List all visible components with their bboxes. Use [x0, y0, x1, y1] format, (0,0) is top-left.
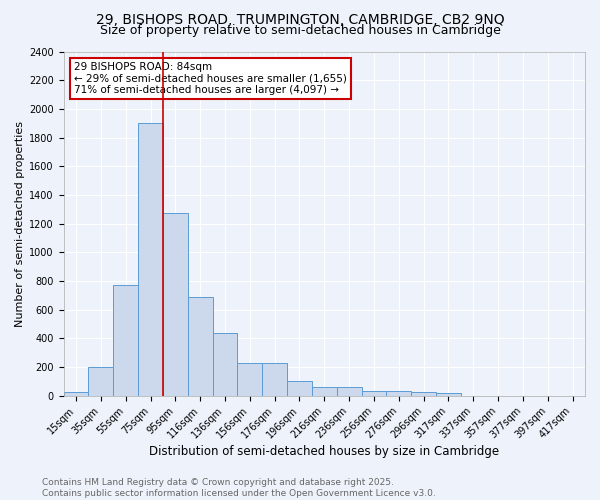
- Bar: [113, 286, 138, 396]
- Y-axis label: Number of semi-detached properties: Number of semi-detached properties: [15, 120, 25, 326]
- Bar: [64, 392, 88, 396]
- Bar: [337, 387, 362, 396]
- Bar: [362, 390, 386, 396]
- Text: Contains HM Land Registry data © Crown copyright and database right 2025.
Contai: Contains HM Land Registry data © Crown c…: [42, 478, 436, 498]
- Bar: [262, 362, 287, 396]
- Bar: [188, 296, 212, 396]
- Bar: [163, 213, 188, 396]
- Bar: [88, 367, 113, 396]
- Bar: [386, 392, 411, 396]
- X-axis label: Distribution of semi-detached houses by size in Cambridge: Distribution of semi-detached houses by …: [149, 444, 499, 458]
- Bar: [312, 387, 337, 396]
- Bar: [138, 123, 163, 396]
- Text: 29, BISHOPS ROAD, TRUMPINGTON, CAMBRIDGE, CB2 9NQ: 29, BISHOPS ROAD, TRUMPINGTON, CAMBRIDGE…: [95, 12, 505, 26]
- Bar: [238, 362, 262, 396]
- Text: 29 BISHOPS ROAD: 84sqm
← 29% of semi-detached houses are smaller (1,655)
71% of : 29 BISHOPS ROAD: 84sqm ← 29% of semi-det…: [74, 62, 347, 95]
- Text: Size of property relative to semi-detached houses in Cambridge: Size of property relative to semi-detach…: [100, 24, 500, 37]
- Bar: [436, 393, 461, 396]
- Bar: [287, 380, 312, 396]
- Bar: [212, 334, 238, 396]
- Bar: [411, 392, 436, 396]
